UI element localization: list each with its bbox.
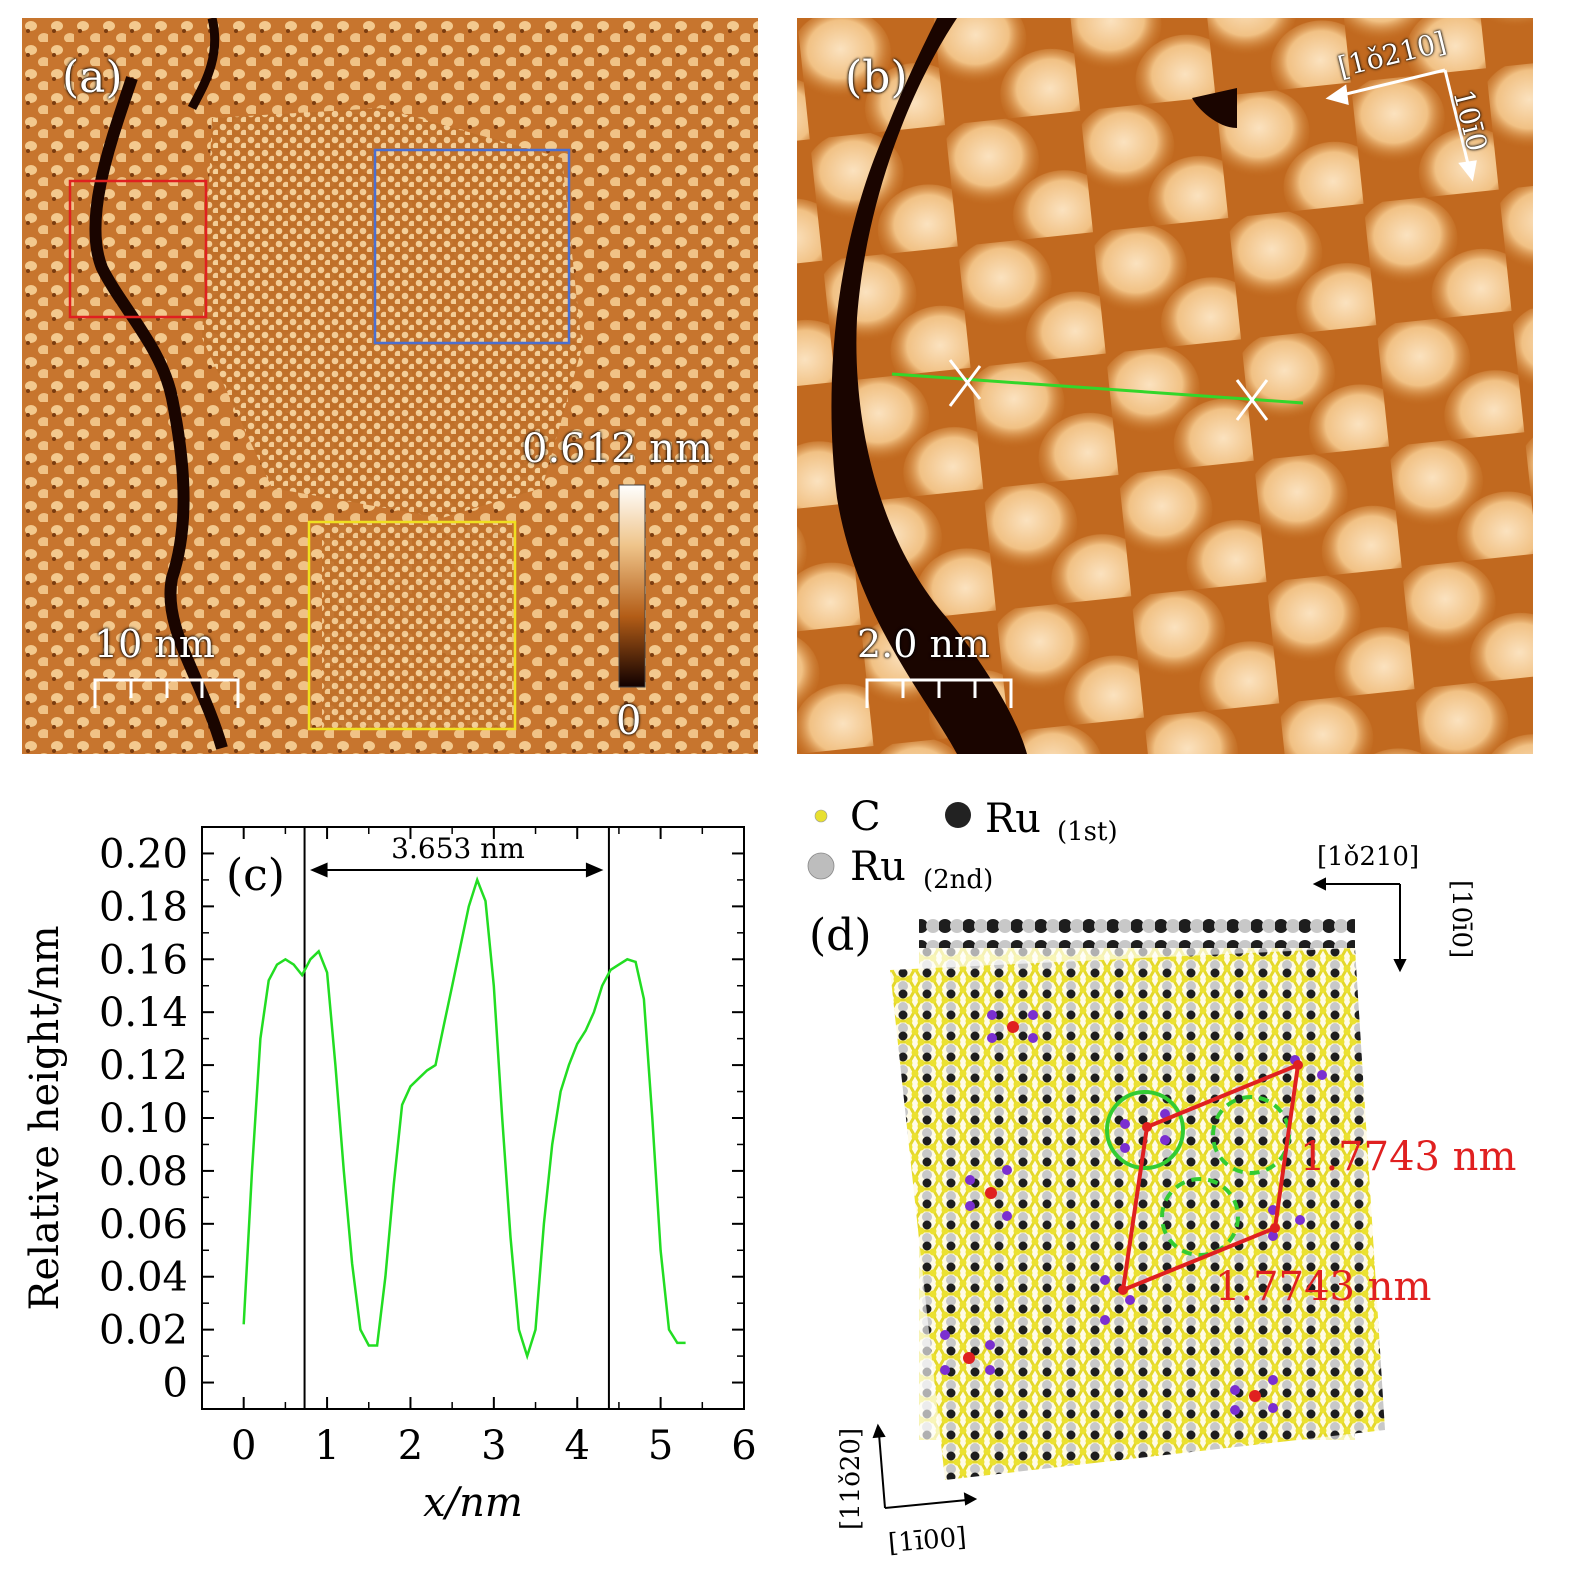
y-tick-label: 0.08 — [99, 1149, 188, 1195]
blue-box — [373, 148, 571, 345]
direction-label-d-bottom-x: [1ī00] — [887, 1522, 968, 1559]
direction-label-d-top-x: [1ǒ210] — [1317, 842, 1419, 872]
colorbar-min-label: 0 — [616, 698, 642, 744]
stm-image-a — [22, 16, 758, 754]
x-tick-label: 0 — [231, 1423, 256, 1469]
direction-arrows-d-top — [1312, 877, 1407, 973]
y-tick-label: 0.14 — [99, 990, 188, 1036]
profile-chart: 0 0.02 0.04 0.06 0.08 0.10 0.12 0.14 0.16 0.18 0.2… — [22, 826, 757, 1526]
y-tick-label: 0.12 — [99, 1043, 188, 1089]
x-tick-label: 1 — [314, 1423, 339, 1469]
red-atoms — [963, 1021, 1261, 1402]
legend-ru2-dot — [807, 852, 835, 880]
y-tick-label: 0.20 — [99, 831, 188, 877]
legend-ru1-label: Ru — [985, 796, 1041, 842]
legend-ru1-dot — [945, 802, 971, 828]
distance-label: 3.653 nm — [391, 832, 525, 865]
scale-bar-label-a: 10 nm — [94, 622, 215, 666]
scale-bar-b — [865, 678, 1013, 708]
y-tick-label: 0.04 — [99, 1255, 188, 1301]
x-tick-label: 5 — [648, 1423, 673, 1469]
panel-label-d: (d) — [809, 910, 872, 961]
y-tick-label: 0.16 — [99, 937, 188, 983]
legend-ru1-sub: (1st) — [1057, 817, 1118, 847]
y-tick-label: 0.10 — [99, 1096, 188, 1142]
direction-arrows-d-bottom — [872, 1423, 978, 1509]
y-tick-label: 0 — [163, 1361, 188, 1407]
yellow-box — [307, 520, 517, 731]
plot-frame — [201, 826, 745, 1410]
panel-label-c: (c) — [226, 850, 285, 901]
y-tick-label: 0.18 — [99, 884, 188, 930]
y-tick-label: 0.06 — [99, 1202, 188, 1248]
legend-carbon-label: C — [850, 794, 881, 840]
panel-d: C Ru (1st) Ru (2nd) [1ǒ210] [10ī0] (d) — [795, 790, 1570, 1590]
scale-bar-label-b: 2.0 nm — [857, 622, 991, 666]
distance-arrow — [310, 862, 604, 878]
y-axis-label: Relative height/nm — [22, 925, 68, 1310]
x-tick-label: 4 — [565, 1423, 590, 1469]
profile-series-line — [242, 876, 686, 1361]
length-label-1: 1.7743 nm — [1300, 1134, 1516, 1180]
panel-c: 0 0.02 0.04 0.06 0.08 0.10 0.12 0.14 0.16 0.18 0.2… — [0, 800, 790, 1590]
atomic-model: C Ru (1st) Ru (2nd) [1ǒ210] [10ī0] (d) — [807, 794, 1516, 1559]
cross-marker-2 — [1235, 379, 1269, 421]
length-label-2: 1.7743 nm — [1215, 1264, 1431, 1310]
colorbar — [618, 484, 646, 688]
x-tick-label: 6 — [731, 1423, 756, 1469]
legend-ru2-label: Ru — [850, 844, 906, 890]
colorbar-max-label: 0.612 nm — [522, 426, 713, 472]
panel-a: (a) 0.612 nm 0 10 nm — [22, 16, 758, 754]
panel-b: (b) [1ǒ210] 10ī0 2.0 nm — [797, 18, 1533, 754]
direction-label-d-bottom-y: [11ǒ20] — [836, 1428, 866, 1530]
direction-arrows-b — [1325, 68, 1477, 182]
cross-marker-1 — [948, 359, 982, 407]
red-box — [68, 179, 208, 319]
legend-ru2-sub: (2nd) — [923, 865, 993, 895]
scale-bar-a — [93, 678, 240, 708]
profile-line — [891, 372, 1304, 405]
stm-image-b — [797, 18, 1533, 754]
direction-label-d-top-y: [10ī0] — [1446, 880, 1476, 958]
panel-label-b: (b) — [845, 52, 908, 103]
x-tick-label: 2 — [398, 1423, 423, 1469]
y-tick-label: 0.02 — [99, 1308, 188, 1354]
panel-label-a: (a) — [62, 52, 123, 103]
unit-cell-rhombus — [1118, 1060, 1303, 1295]
x-axis-label: x/nm — [423, 1480, 523, 1526]
legend-carbon-dot — [814, 809, 828, 823]
x-tick-label: 3 — [481, 1423, 506, 1469]
